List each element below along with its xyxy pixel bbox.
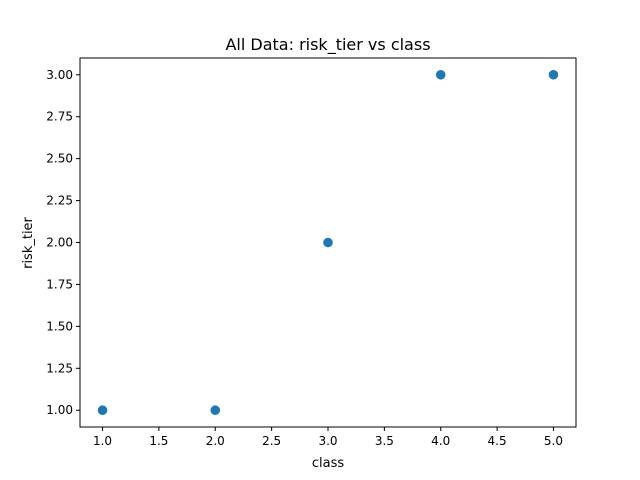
y-tick-label: 3.00 — [46, 68, 73, 82]
x-axis-label: class — [312, 456, 344, 471]
y-tick-label: 1.00 — [46, 403, 73, 417]
y-axis: 1.00 1.25 1.50 1.75 2.00 2.25 2.50 2.75 3.00 — [46, 68, 80, 417]
x-tick-label: 4.5 — [488, 434, 507, 448]
y-tick-label: 1.25 — [46, 361, 73, 375]
data-points — [97, 69, 559, 416]
data-point — [210, 405, 221, 416]
data-point — [97, 405, 108, 416]
y-tick-label: 2.50 — [46, 152, 73, 166]
x-tick-label: 3.0 — [318, 434, 337, 448]
y-tick-label: 1.75 — [46, 277, 73, 291]
y-tick-label: 2.00 — [46, 236, 73, 250]
x-tick-label: 1.5 — [149, 434, 168, 448]
x-tick-label: 2.0 — [206, 434, 225, 448]
data-point — [435, 69, 446, 80]
data-point — [548, 69, 559, 80]
data-point — [323, 237, 333, 248]
x-tick-label: 2.5 — [262, 434, 281, 448]
x-tick-label: 3.5 — [375, 434, 394, 448]
y-axis-label: risk_tier — [21, 216, 36, 268]
chart-title: All Data: risk_tier vs class — [225, 35, 430, 55]
x-tick-label: 4.0 — [431, 434, 450, 448]
y-tick-label: 1.50 — [46, 319, 73, 333]
x-tick-label: 5.0 — [544, 434, 563, 448]
x-axis: 1.0 1.5 2.0 2.5 3.0 3.5 4.0 4.5 5.0 — [93, 427, 563, 448]
y-tick-label: 2.25 — [46, 194, 73, 208]
y-tick-label: 2.75 — [46, 110, 73, 124]
x-tick-label: 1.0 — [93, 434, 112, 448]
